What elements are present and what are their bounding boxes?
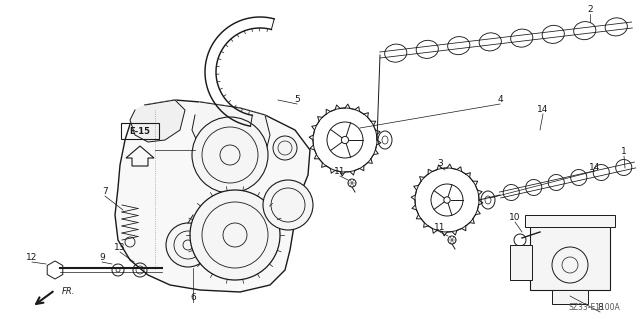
Circle shape: [166, 223, 210, 267]
Text: 1: 1: [621, 147, 627, 157]
Polygon shape: [192, 102, 270, 162]
Text: 14: 14: [538, 106, 548, 115]
Text: 8: 8: [597, 303, 603, 313]
Text: 11: 11: [435, 224, 445, 233]
Text: 3: 3: [437, 159, 443, 167]
Bar: [552, 290, 588, 304]
Text: SZ33-E1100A: SZ33-E1100A: [568, 303, 620, 313]
Text: 5: 5: [294, 95, 300, 105]
Text: FR.: FR.: [62, 287, 76, 296]
Bar: [525, 215, 615, 227]
Circle shape: [192, 117, 268, 193]
Polygon shape: [115, 100, 310, 292]
Text: 13: 13: [115, 243, 125, 253]
Text: 14: 14: [589, 162, 601, 172]
Circle shape: [263, 180, 313, 230]
Text: 4: 4: [497, 95, 503, 105]
Text: 11: 11: [334, 167, 346, 176]
Text: 7: 7: [102, 188, 108, 197]
Polygon shape: [130, 100, 185, 142]
Bar: [510, 245, 532, 280]
Circle shape: [190, 190, 280, 280]
Text: E-15: E-15: [129, 128, 150, 137]
Text: 9: 9: [99, 254, 105, 263]
Circle shape: [273, 136, 297, 160]
Text: 10: 10: [509, 213, 521, 222]
Text: 12: 12: [26, 254, 38, 263]
Text: 6: 6: [190, 293, 196, 302]
Bar: [530, 225, 610, 290]
Text: 2: 2: [587, 5, 593, 14]
